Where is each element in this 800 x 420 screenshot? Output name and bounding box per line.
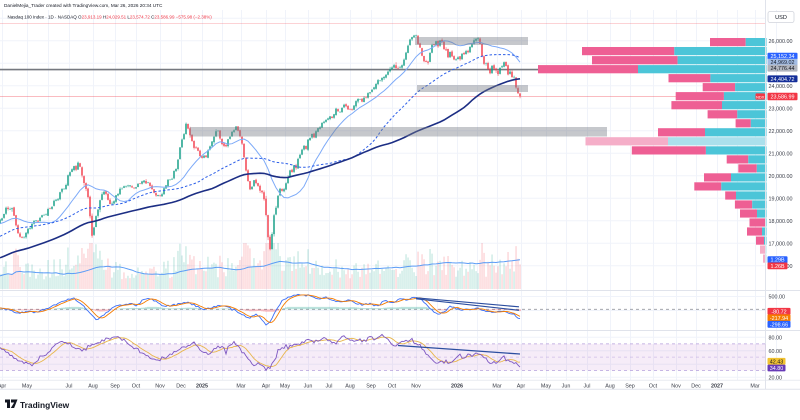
svg-text:19,000.00: 19,000.00	[769, 196, 793, 202]
svg-text:22,000.00: 22,000.00	[769, 129, 793, 135]
svg-text:Aug: Aug	[605, 383, 615, 389]
svg-text:Jun: Jun	[304, 383, 313, 389]
svg-text:TradingView: TradingView	[20, 400, 70, 410]
svg-text:1.26B: 1.26B	[770, 264, 784, 270]
svg-text:May: May	[22, 383, 32, 389]
svg-text:Aug: Aug	[88, 383, 98, 389]
svg-text:24,000.00: 24,000.00	[769, 84, 793, 90]
svg-text:Dec: Dec	[691, 383, 701, 389]
svg-text:Nasdaq 100 Index · 1D · NASDAQ: Nasdaq 100 Index · 1D · NASDAQ O23,913.1…	[8, 15, 213, 20]
svg-text:2025: 2025	[196, 383, 208, 389]
svg-text:500.00: 500.00	[769, 295, 786, 301]
svg-text:Oct: Oct	[132, 383, 141, 389]
svg-text:Dec: Dec	[176, 383, 186, 389]
svg-text:Sep: Sep	[366, 383, 376, 389]
svg-text:20,000.00: 20,000.00	[769, 174, 793, 180]
svg-text:Jul: Jul	[584, 383, 591, 389]
svg-text:Jul: Jul	[326, 383, 333, 389]
svg-text:Apr: Apr	[517, 383, 526, 389]
svg-text:Mar: Mar	[750, 383, 759, 389]
svg-text:Mar: Mar	[236, 383, 245, 389]
svg-text:18,000.00: 18,000.00	[769, 219, 793, 225]
svg-text:26,000.00: 26,000.00	[769, 39, 793, 45]
svg-text:Sep: Sep	[110, 383, 120, 389]
svg-text:Jun: Jun	[562, 383, 571, 389]
svg-text:23,586.99: 23,586.99	[771, 95, 795, 101]
svg-text:24,404.72: 24,404.72	[771, 77, 795, 83]
svg-text:24,776.44: 24,776.44	[771, 66, 795, 72]
svg-text:Oct: Oct	[388, 383, 397, 389]
svg-text:21,000.00: 21,000.00	[769, 151, 793, 157]
svg-text:Oct: Oct	[649, 383, 658, 389]
svg-text:2026: 2026	[451, 383, 463, 389]
svg-text:-80.72: -80.72	[771, 309, 786, 315]
svg-text:1.29B: 1.29B	[770, 258, 784, 264]
svg-text:Nov: Nov	[671, 383, 681, 389]
svg-text:USD: USD	[775, 15, 787, 21]
svg-text:Jul: Jul	[66, 383, 73, 389]
svg-text:17,000.00: 17,000.00	[769, 241, 793, 247]
svg-text:42.43: 42.43	[770, 359, 784, 365]
svg-text:Nov: Nov	[155, 383, 165, 389]
svg-text:May: May	[541, 383, 551, 389]
svg-text:20.00: 20.00	[769, 375, 783, 381]
svg-text:60.00: 60.00	[769, 349, 783, 355]
svg-text:25,152.34: 25,152.34	[771, 54, 795, 60]
svg-text:-298.66: -298.66	[770, 322, 788, 328]
svg-text:2027: 2027	[711, 383, 723, 389]
svg-text:-217.94: -217.94	[770, 316, 788, 322]
svg-text:Apr: Apr	[262, 383, 271, 389]
svg-text:Nov: Nov	[411, 383, 421, 389]
svg-text:Apr: Apr	[0, 383, 6, 389]
svg-text:80.00: 80.00	[769, 335, 783, 341]
svg-text:DanielMejia_Trader created wit: DanielMejia_Trader created with TradingV…	[4, 3, 163, 8]
svg-text:34.80: 34.80	[770, 366, 784, 372]
svg-text:Aug: Aug	[345, 383, 355, 389]
svg-text:23,000.00: 23,000.00	[769, 106, 793, 112]
svg-text:Mar: Mar	[492, 383, 501, 389]
svg-text:Sep: Sep	[625, 383, 635, 389]
svg-text:NDX: NDX	[756, 95, 765, 100]
svg-text:24,969.02: 24,969.02	[771, 60, 795, 66]
svg-text:May: May	[280, 383, 290, 389]
